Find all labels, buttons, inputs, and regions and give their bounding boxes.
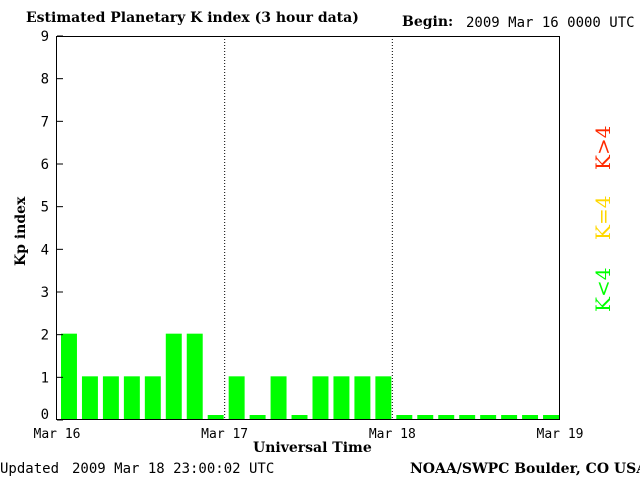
y-tick-label: 3 <box>41 285 49 301</box>
kp-bar <box>312 376 329 419</box>
y-axis-label: Kp index <box>13 196 29 266</box>
x-tick-label: Mar 18 <box>369 427 416 442</box>
y-tick-label: 8 <box>41 72 49 88</box>
kp-bar <box>333 376 350 419</box>
kp-bar <box>543 415 559 419</box>
y-tick-label: 4 <box>41 242 49 258</box>
y-tick-label: 9 <box>41 29 49 45</box>
x-tick-label: Mar 17 <box>201 427 248 442</box>
kp-bar <box>207 415 224 419</box>
y-tick-label: 2 <box>41 328 49 344</box>
kp-bar <box>144 376 161 419</box>
updated-label: Updated <box>0 461 60 477</box>
kp-bar <box>417 415 434 419</box>
begin-label: Begin: <box>402 14 454 30</box>
plot-frame <box>56 36 560 420</box>
kp-bar <box>480 415 497 419</box>
kp-bar <box>396 415 413 419</box>
kp-bar <box>81 376 98 419</box>
kp-bar <box>102 376 119 419</box>
kp-bar <box>228 376 245 419</box>
kp-bar <box>501 415 518 419</box>
x-tick-label: Mar 19 <box>537 427 584 442</box>
y-tick-label: 0 <box>41 407 49 423</box>
kp-bar <box>522 415 539 419</box>
x-ticks: Mar 16 Mar 17 Mar 18 Mar 19 <box>34 427 584 442</box>
day-separators <box>224 36 393 420</box>
begin-value: 2009 Mar 16 0000 UTC <box>466 15 635 31</box>
y-tick-label: 7 <box>41 114 49 130</box>
kp-bar <box>270 376 287 419</box>
kp-bar <box>459 415 476 419</box>
y-tick-label: 6 <box>41 157 49 173</box>
legend-equal: K=4 <box>591 195 615 240</box>
y-tick-label: 5 <box>41 200 49 216</box>
kp-bar <box>375 376 392 419</box>
kp-bar <box>249 415 266 419</box>
kp-bar <box>61 333 77 419</box>
legend-high: K>4 <box>591 125 615 170</box>
kp-bar <box>291 415 308 419</box>
source-credit: NOAA/SWPC Boulder, CO USA <box>410 461 640 477</box>
chart-title: Estimated Planetary K index (3 hour data… <box>26 10 359 26</box>
y-ticks: 0 1 2 3 4 5 6 7 8 9 <box>41 29 63 423</box>
kp-bar <box>165 333 182 419</box>
kp-bar <box>438 415 455 419</box>
updated-value: 2009 Mar 18 23:00:02 UTC <box>72 461 275 477</box>
kp-bar <box>123 376 140 419</box>
legend-low: K<4 <box>591 267 615 312</box>
kp-bar <box>186 333 203 419</box>
bars-group <box>61 333 559 419</box>
x-axis-label: Universal Time <box>253 440 372 456</box>
x-tick-label: Mar 16 <box>34 427 81 442</box>
kp-bar <box>354 376 371 419</box>
y-tick-label: 1 <box>41 370 49 386</box>
